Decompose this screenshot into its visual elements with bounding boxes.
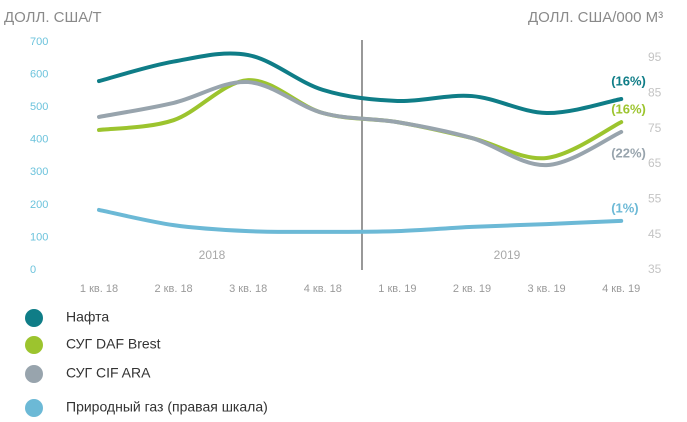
legend-marker [25,309,43,327]
x-tick-label: 2 кв. 18 [155,283,193,295]
series-annotation: (1%) [611,200,638,215]
y2-tick-label: 55 [648,192,662,206]
series-annotation: (16%) [611,102,646,117]
legend-label: Природный газ (правая шкала) [66,399,268,415]
legend-label: СУГ CIF ARA [66,365,151,381]
y-tick-label: 200 [30,199,48,211]
y2-tick-label: 35 [648,262,662,276]
y-axis-title: ДОЛЛ. США/Т [4,9,102,26]
y2-tick-label: 65 [648,156,662,170]
series-line [97,51,624,116]
x-tick-label: 3 кв. 18 [229,283,267,295]
series-line [97,207,624,234]
legend-label: Нафта [66,309,109,325]
y-tick-label: 300 [30,166,48,178]
y2-axis-title: ДОЛЛ. США/000 М³ [528,9,663,26]
y2-tick-label: 85 [648,86,662,100]
y-tick-label: 500 [30,101,48,113]
y2-tick-label: 75 [648,121,662,135]
legend-marker [25,399,43,417]
year-label: 2019 [494,248,521,262]
x-tick-label: 4 кв. 19 [602,283,640,295]
legend-marker [25,365,43,383]
x-tick-label: 1 кв. 19 [378,283,416,295]
x-tick-label: 3 кв. 19 [528,283,566,295]
y-tick-label: 0 [30,264,36,276]
legend-label: СУГ DAF Brest [66,336,161,352]
y2-tick-label: 45 [648,227,662,241]
y2-tick-label: 95 [648,50,662,64]
series-annotation: (16%) [611,73,646,88]
series-annotation: (22%) [611,145,646,160]
y-tick-label: 700 [30,36,48,48]
y-tick-label: 600 [30,68,48,80]
year-label: 2018 [199,248,226,262]
x-tick-label: 1 кв. 18 [80,283,118,295]
y-tick-label: 400 [30,134,48,146]
x-tick-label: 2 кв. 19 [453,283,491,295]
legend-marker [25,336,43,354]
x-tick-label: 4 кв. 18 [304,283,342,295]
y-tick-label: 100 [30,231,48,243]
series-line [97,80,624,168]
